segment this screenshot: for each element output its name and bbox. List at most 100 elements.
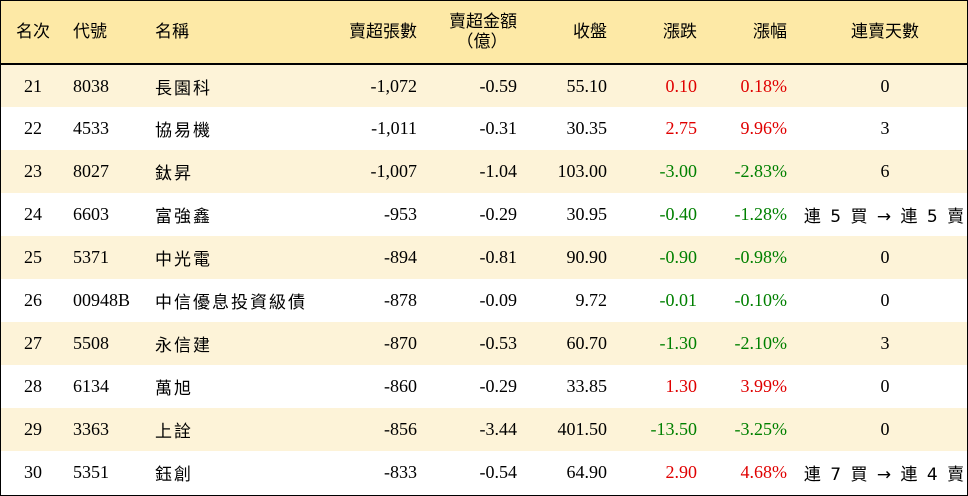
cell-oversell-amount: -0.81	[479, 247, 518, 267]
cell-change: -0.90	[659, 247, 698, 267]
cell-change: -0.40	[659, 204, 698, 224]
cell-rank: 21	[24, 75, 42, 96]
cell-rank: 29	[24, 419, 42, 439]
cell-streak: 6	[880, 161, 890, 181]
cell-oversell-lots: -860	[384, 376, 417, 396]
header-oversell-lots: 賣超張數	[315, 1, 433, 65]
cell-close: 55.10	[566, 75, 608, 96]
table-body: 21 8038 長園科 -1,072 -0.59 55.10 0.10 0.18% 0 22 453…	[1, 64, 967, 494]
header-code: 代號	[65, 1, 147, 65]
table-row: 21 8038 長園科 -1,072 -0.59 55.10 0.10 0.18% 0	[1, 64, 967, 107]
table-row: 28 6134 萬旭 -860 -0.29 33.85 1.30 3.99% 0	[1, 365, 967, 408]
cell-rank: 27	[24, 333, 42, 353]
cell-streak: 0	[880, 75, 890, 96]
cell-oversell-lots: -953	[384, 204, 417, 224]
cell-name: 萬旭	[155, 379, 193, 399]
cell-close: 401.50	[557, 419, 608, 439]
cell-oversell-amount: -0.53	[479, 333, 518, 353]
cell-pct: -2.83%	[734, 161, 788, 181]
cell-oversell-amount: -0.09	[479, 290, 518, 310]
cell-close: 30.95	[566, 204, 608, 224]
cell-oversell-lots: -1,011	[371, 118, 417, 138]
cell-code: 3363	[73, 419, 109, 439]
cell-oversell-lots: -833	[384, 462, 417, 482]
cell-code: 5508	[73, 333, 109, 353]
cell-pct: -0.98%	[734, 247, 788, 267]
cell-pct: -1.28%	[734, 204, 788, 224]
cell-code: 8038	[73, 75, 109, 96]
cell-close: 9.72	[575, 290, 608, 310]
header-streak: 連賣天數	[803, 1, 967, 65]
table-row: 22 4533 協易機 -1,011 -0.31 30.35 2.75 9.96% 3	[1, 107, 967, 150]
cell-code: 6603	[73, 204, 109, 224]
cell-streak: 3	[880, 118, 890, 138]
cell-streak: 連 7 買 → 連 4 賣	[803, 465, 967, 485]
cell-rank: 28	[24, 376, 42, 396]
cell-change: 2.90	[665, 462, 698, 482]
cell-change: 0.10	[665, 75, 698, 96]
cell-oversell-amount: -0.29	[479, 376, 518, 396]
cell-name: 上詮	[155, 422, 193, 442]
cell-pct: 3.99%	[740, 376, 788, 396]
cell-oversell-lots: -878	[384, 290, 417, 310]
cell-oversell-lots: -870	[384, 333, 417, 353]
cell-name: 長園科	[155, 78, 212, 99]
cell-streak: 連 5 買 → 連 5 賣	[803, 207, 967, 227]
cell-oversell-amount: -1.04	[479, 161, 518, 181]
header-change: 漲跌	[623, 1, 713, 65]
cell-streak: 3	[880, 333, 890, 353]
cell-pct: -0.10%	[734, 290, 788, 310]
cell-oversell-amount: -0.59	[479, 75, 518, 96]
table-row: 29 3363 上詮 -856 -3.44 401.50 -13.50 -3.25% 0	[1, 408, 967, 451]
cell-pct: 9.96%	[740, 118, 788, 138]
cell-streak: 0	[880, 419, 890, 439]
cell-oversell-amount: -3.44	[479, 419, 518, 439]
cell-oversell-amount: -0.29	[479, 204, 518, 224]
cell-code: 8027	[73, 161, 109, 181]
cell-code: 00948B	[73, 290, 131, 310]
cell-change: 2.75	[665, 118, 698, 138]
cell-change: 1.30	[665, 376, 698, 396]
cell-close: 64.90	[566, 462, 608, 482]
cell-code: 5371	[73, 247, 109, 267]
cell-pct: -3.25%	[734, 419, 788, 439]
table-row: 25 5371 中光電 -894 -0.81 90.90 -0.90 -0.98% 0	[1, 236, 967, 279]
cell-rank: 23	[24, 161, 42, 181]
table-header-row: 名次 代號 名稱 賣超張數 賣超金額 （億） 收盤 漲跌 漲幅 連賣天數	[1, 1, 967, 65]
cell-oversell-lots: -1,072	[370, 75, 418, 96]
cell-streak: 0	[880, 290, 890, 310]
cell-close: 33.85	[566, 376, 608, 396]
cell-code: 4533	[73, 118, 109, 138]
cell-rank: 24	[24, 204, 42, 224]
cell-rank: 26	[24, 290, 42, 310]
cell-streak: 0	[880, 376, 890, 396]
cell-close: 60.70	[566, 333, 608, 353]
cell-change: -1.30	[659, 333, 698, 353]
cell-oversell-amount: -0.54	[479, 462, 518, 482]
cell-pct: 4.68%	[740, 462, 788, 482]
cell-name: 鈦昇	[155, 164, 193, 184]
header-oversell-amount: 賣超金額 （億）	[433, 1, 533, 65]
cell-pct: -2.10%	[734, 333, 788, 353]
cell-name: 協易機	[155, 121, 212, 141]
header-oversell-amount-line2: （億）	[456, 32, 508, 52]
cell-close: 30.35	[566, 118, 608, 138]
cell-close: 90.90	[566, 247, 608, 267]
cell-rank: 25	[24, 247, 42, 267]
cell-change: -0.01	[659, 290, 698, 310]
cell-name: 鈺創	[155, 465, 193, 485]
cell-name: 中光電	[155, 250, 212, 270]
table-row: 27 5508 永信建 -870 -0.53 60.70 -1.30 -2.10% 3	[1, 322, 967, 365]
cell-oversell-amount: -0.31	[479, 118, 518, 138]
table-row: 30 5351 鈺創 -833 -0.54 64.90 2.90 4.68% 連 7 買 → 連…	[1, 451, 967, 494]
table-row: 24 6603 富強鑫 -953 -0.29 30.95 -0.40 -1.28% 連 5 買 …	[1, 193, 967, 236]
cell-name: 永信建	[155, 336, 212, 356]
cell-change: -13.50	[650, 419, 698, 439]
cell-code: 6134	[73, 376, 109, 396]
header-name: 名稱	[147, 1, 315, 65]
cell-oversell-lots: -856	[384, 419, 417, 439]
cell-pct: 0.18%	[740, 75, 788, 96]
header-pct: 漲幅	[713, 1, 803, 65]
